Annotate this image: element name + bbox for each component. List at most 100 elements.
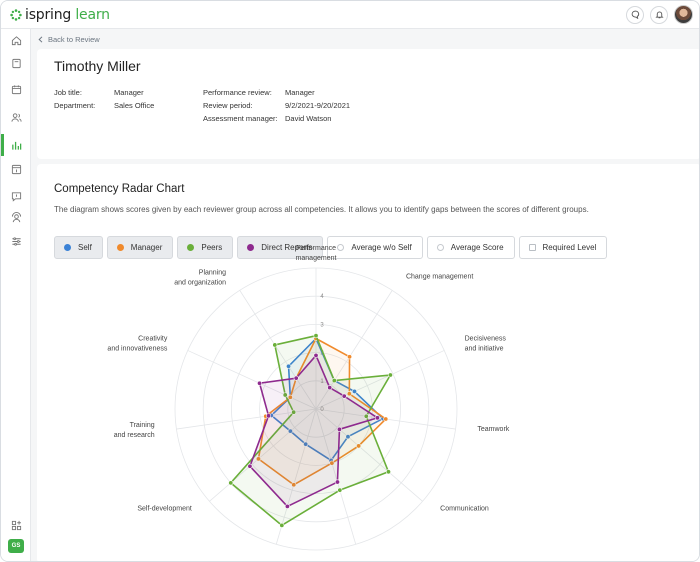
series-peers-point <box>291 409 297 415</box>
performance-review-value: Manager <box>285 88 315 97</box>
axis-label-line: Teamwork <box>477 426 509 433</box>
series-peers-point <box>363 413 369 419</box>
notifications-button[interactable] <box>650 5 668 24</box>
main-content: Back to Review Timothy Miller Job title:… <box>31 29 699 561</box>
series-direct-reports-point <box>266 413 272 419</box>
legend-toggle-peers[interactable]: Peers <box>177 236 234 259</box>
grid-spoke <box>315 408 423 502</box>
legend-marker <box>116 244 124 251</box>
user-avatar[interactable] <box>674 5 693 24</box>
legend-toggle-direct-reports[interactable]: Direct Reports <box>237 236 324 259</box>
legend-toggle-self[interactable]: Self <box>54 236 103 259</box>
chat-button[interactable] <box>626 5 644 24</box>
back-link[interactable]: Back to Review <box>38 35 100 44</box>
series-manager-polygon <box>257 337 387 486</box>
series-peers-point <box>279 522 285 528</box>
series-manager-point <box>383 416 389 422</box>
series-manager-point <box>287 394 293 400</box>
messages-icon[interactable] <box>8 188 24 204</box>
series-self-point <box>345 434 351 440</box>
radial-tick-label: 4 <box>320 294 324 300</box>
series-direct-reports-polygon <box>249 354 379 508</box>
courses-icon[interactable] <box>8 55 24 71</box>
axis-label-line: and initiative <box>465 346 504 353</box>
legend-checkbox <box>528 244 536 251</box>
series-direct-reports-point <box>327 385 333 391</box>
review-period-label: Review period: <box>203 101 253 110</box>
back-link-label: Back to Review <box>48 35 100 44</box>
grid-spoke <box>315 350 445 410</box>
series-self-polygon <box>270 337 384 462</box>
add-app-icon[interactable] <box>8 517 24 533</box>
bell-icon <box>654 11 664 19</box>
series-peers-point <box>282 392 288 398</box>
legend-toggle-average-w-o-self[interactable]: Average w/o Self <box>327 236 423 259</box>
review-period-value: 9/2/2021-9/20/2021 <box>285 101 351 110</box>
reports-chart-icon[interactable] <box>8 137 24 153</box>
series-manager-point <box>329 460 335 466</box>
axis-label-line: Decisiveness <box>465 336 507 343</box>
legend-marker <box>187 244 195 251</box>
series-direct-reports-point <box>284 503 290 509</box>
axis-label-line: Training <box>130 422 155 429</box>
series-peers-point <box>387 372 393 378</box>
chart-legend: Self Manager Peers Direct Reports Average w/… <box>54 236 608 259</box>
legend-toggle-average-score[interactable]: Average Score <box>426 236 515 259</box>
calendar-icon[interactable] <box>8 81 24 97</box>
series-peers-point <box>385 469 391 475</box>
radar-chart-card: Competency Radar Chart The diagram shows… <box>37 164 699 561</box>
series-peers-point <box>313 333 319 339</box>
active-nav-indicator <box>1 134 4 156</box>
team-support-icon[interactable] <box>8 209 24 225</box>
logo-word-learn: learn <box>75 7 110 23</box>
axis-label-line: and research <box>114 432 155 439</box>
series-direct-reports-point <box>257 380 263 386</box>
series-self-point <box>286 363 292 369</box>
legend-label: Required Level <box>542 243 597 252</box>
legend-label: Direct Reports <box>261 243 313 252</box>
workspace-badge[interactable]: GS <box>8 539 24 553</box>
axis-label: Performance management <box>296 245 337 262</box>
axis-label-line: and innovativeness <box>107 346 167 353</box>
axis-label: Teamwork <box>477 426 509 433</box>
chevron-left-icon <box>38 36 43 43</box>
legend-toggle-manager[interactable]: Manager <box>106 236 174 259</box>
axis-label: Planning and organization <box>174 270 226 287</box>
logo-word-ispring: ispring <box>25 7 72 23</box>
section-title: Competency Radar Chart <box>54 183 185 195</box>
grid-spoke <box>275 408 317 545</box>
series-manager-point <box>356 443 362 449</box>
axis-label: Training and research <box>114 422 155 439</box>
legend-label: Self <box>78 243 92 252</box>
axis-label: Self-development <box>137 506 192 513</box>
radial-tick-label: 1 <box>320 379 324 385</box>
legend-label: Average w/o Self <box>351 243 412 252</box>
legend-marker <box>64 244 71 251</box>
legend-toggle-required-level[interactable]: Required Level <box>518 236 608 259</box>
series-self-point <box>287 428 293 434</box>
legend-label: Peers <box>201 243 223 252</box>
series-self-point <box>303 441 309 447</box>
axis-label-line: management <box>296 255 337 262</box>
archive-icon[interactable] <box>8 161 24 177</box>
home-icon[interactable] <box>8 32 24 48</box>
legend-label: Manager <box>130 243 163 252</box>
settings-sliders-icon[interactable] <box>8 233 24 249</box>
axis-label-line: Self-development <box>137 506 192 513</box>
logo-icon <box>10 9 22 21</box>
employee-info-card: Timothy Miller Job title: Manager Depart… <box>37 49 699 159</box>
section-description: The diagram shows scores given by each r… <box>54 205 589 214</box>
series-manager-point <box>346 391 352 397</box>
axis-label: Communication <box>440 506 489 513</box>
axis-label-line: Performance <box>296 245 336 252</box>
series-peers-point <box>272 342 278 348</box>
users-icon[interactable] <box>8 109 24 125</box>
series-peers-point <box>337 487 343 493</box>
ispring-logo[interactable]: ispring learn <box>10 7 110 23</box>
series-peers-point <box>228 480 234 486</box>
series-direct-reports-point <box>334 479 340 485</box>
axis-label: Decisiveness and initiative <box>465 336 507 353</box>
radial-tick-label: 0 <box>320 407 324 413</box>
series-direct-reports-point <box>313 352 319 358</box>
